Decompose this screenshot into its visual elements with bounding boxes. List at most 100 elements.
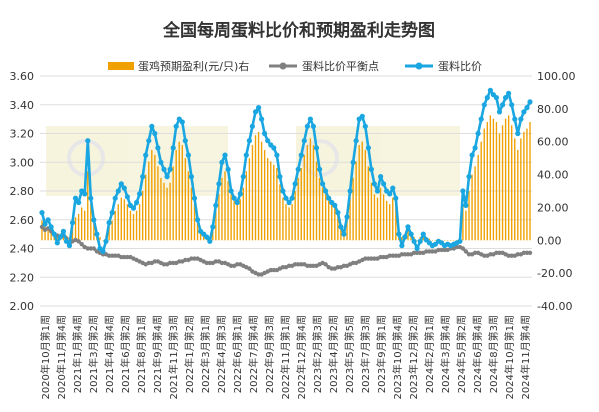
- profit-bar-48: [187, 171, 190, 241]
- profit-bar-88: [309, 138, 312, 241]
- ratio-point-149: [493, 95, 499, 101]
- ratio-point-7: [60, 228, 66, 234]
- x-tick-label-25: 2024年3月第4周: [439, 315, 452, 393]
- ratio-point-87: [304, 123, 310, 129]
- legend-label-ratio: 蛋料比价: [438, 59, 482, 73]
- ratio-point-122: [411, 238, 417, 244]
- profit-bar-26: [120, 197, 122, 241]
- profit-bar-3: [50, 230, 52, 241]
- ratio-point-109: [371, 181, 377, 187]
- profit-bar-69: [251, 145, 254, 241]
- x-tick-label-0: 2020年10月第1周: [39, 315, 52, 400]
- ratio-point-91: [317, 166, 323, 172]
- ratio-point-81: [286, 199, 292, 206]
- profit-bar-45: [178, 141, 180, 241]
- profit-bar-82: [291, 204, 293, 241]
- ratio-point-20: [100, 248, 106, 254]
- ratio-point-157: [518, 116, 524, 122]
- profit-bar-10: [71, 227, 74, 241]
- ratio-point-8: [63, 238, 69, 244]
- profit-bar-150: [498, 133, 501, 241]
- ratio-point-30: [130, 205, 137, 211]
- profit-bar-92: [321, 187, 324, 241]
- balance-point-84: [296, 262, 301, 267]
- ratio-point-46: [179, 119, 185, 125]
- ratio-point-79: [280, 188, 286, 194]
- ratio-point-10: [69, 220, 76, 226]
- profit-bar-13: [80, 207, 83, 241]
- ratio-point-0: [39, 210, 45, 216]
- profit-bar-143: [477, 154, 479, 241]
- right-tick-label-5: 60.00: [537, 136, 569, 149]
- balance-point-62: [228, 263, 234, 268]
- profit-bar-84: [297, 177, 299, 241]
- x-tick-label-13: 2022年7月第4周: [247, 315, 260, 393]
- profit-bar-32: [138, 204, 141, 241]
- balance-point-136: [454, 244, 459, 250]
- ratio-point-98: [338, 224, 344, 230]
- balance-point-47: [183, 257, 188, 263]
- profit-bar-111: [379, 187, 382, 241]
- ratio-point-47: [182, 138, 188, 144]
- right-tick-label-4: 40.00: [537, 169, 569, 182]
- ratio-point-77: [274, 152, 280, 158]
- x-tick-label-1: 2020年11月第4周: [55, 315, 68, 400]
- right-tick-label-3: 20.00: [537, 201, 569, 214]
- profit-bar-20: [102, 240, 104, 241]
- profit-bar-60: [224, 171, 226, 241]
- profit-bar-12: [77, 214, 80, 241]
- profit-bar-41: [166, 187, 168, 241]
- series-lines: [39, 87, 533, 277]
- profit-bar-96: [334, 207, 336, 241]
- ratio-point-102: [350, 159, 356, 165]
- balance-point-153: [506, 253, 511, 258]
- profit-bar-39: [160, 177, 162, 241]
- ratio-point-78: [277, 174, 283, 180]
- ratio-point-158: [521, 109, 527, 115]
- balance-point-27: [122, 254, 127, 260]
- profit-bar-52: [199, 230, 202, 241]
- balance-point-76: [271, 267, 276, 273]
- profit-bar-58: [218, 194, 220, 241]
- legend-label-balance: 蛋料比价平衡点: [302, 59, 379, 73]
- watermark-box-left: [46, 126, 228, 196]
- ratio-point-89: [310, 123, 316, 129]
- ratio-point-121: [408, 231, 414, 237]
- ratio-point-32: [137, 191, 143, 197]
- ratio-point-27: [121, 185, 127, 191]
- ratio-point-154: [509, 102, 515, 108]
- balance-point-120: [405, 252, 411, 257]
- left-tick-label-4: 2.80: [10, 185, 35, 198]
- ratio-point-33: [140, 174, 146, 180]
- profit-bar-86: [303, 154, 305, 241]
- profit-bar-128: [431, 240, 434, 241]
- profit-bar-79: [282, 197, 284, 241]
- ratio-point-31: [134, 199, 140, 206]
- ratio-point-93: [323, 188, 329, 194]
- ratio-point-101: [347, 188, 353, 194]
- profit-bar-57: [215, 210, 217, 241]
- grid: [40, 75, 532, 307]
- profit-bar-73: [263, 149, 266, 241]
- profit-bar-78: [279, 184, 281, 241]
- profit-bar-159: [526, 128, 528, 241]
- x-axis: 2020年10月第1周 2020年11月第4周 2021年1月第4周 2021年3月第…: [39, 315, 532, 400]
- ratio-point-80: [283, 195, 289, 201]
- ratio-point-124: [417, 238, 423, 244]
- right-tick-label-2: 0.00: [537, 234, 562, 247]
- balance-point-138: [460, 246, 466, 251]
- profit-bar-116: [395, 204, 397, 241]
- profit-bar-129: [434, 240, 437, 241]
- profit-bar-142: [474, 166, 476, 241]
- ratio-point-64: [234, 199, 240, 206]
- ratio-point-15: [85, 138, 91, 144]
- profit-bar-36: [151, 149, 153, 241]
- ratio-point-137: [457, 238, 463, 244]
- ratio-point-119: [402, 234, 408, 240]
- ratio-point-108: [368, 166, 374, 172]
- left-tick-label-0: 2.00: [10, 300, 35, 313]
- ratio-point-73: [262, 130, 268, 137]
- profit-bar-103: [355, 161, 357, 241]
- profit-bar-83: [294, 191, 296, 241]
